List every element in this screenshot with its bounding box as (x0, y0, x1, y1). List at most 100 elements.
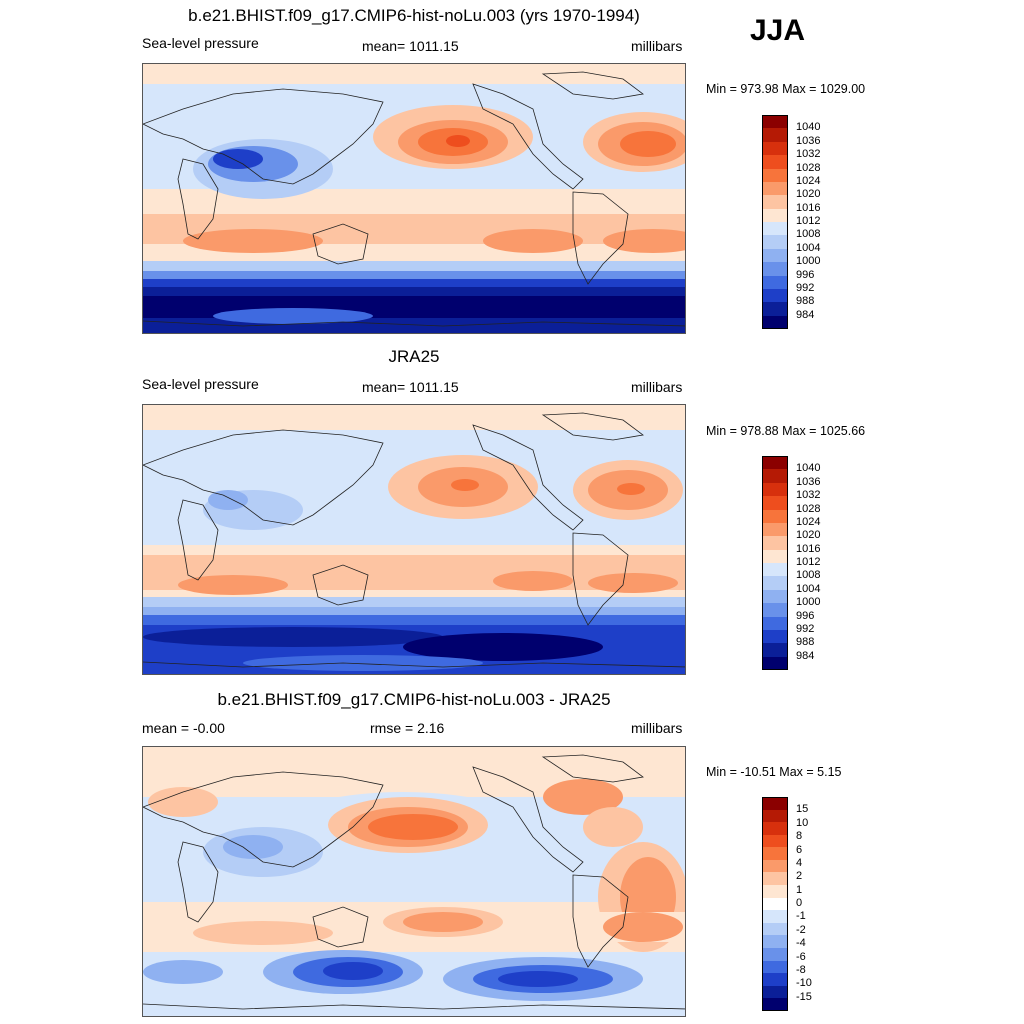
colorbar-swatch (762, 288, 788, 303)
colorbar-swatch (762, 302, 788, 316)
colorbar-swatch (762, 603, 788, 617)
colorbar-swatch (762, 656, 788, 670)
colorbar-tick-label: 1032 (796, 489, 821, 502)
colorbar-tick-label: 8 (796, 830, 803, 843)
colorbar-swatch (762, 195, 788, 209)
colorbar-tick-label: 1040 (796, 121, 821, 134)
panel-2-mean-label: mean= 1011.15 (362, 379, 459, 395)
colorbar-tick-label: 4 (796, 856, 803, 869)
colorbar-tick-label: -10 (796, 977, 812, 990)
colorbar-swatch (762, 482, 788, 497)
panel-3-map (142, 746, 686, 1017)
panel-1-map (142, 63, 686, 334)
colorbar-swatch (762, 859, 788, 873)
colorbar-swatch (762, 973, 788, 986)
colorbar-tick-label: -6 (796, 950, 806, 963)
panel-3-mean-label: mean = -0.00 (142, 720, 225, 736)
colorbar-tick-label: 1036 (796, 475, 821, 488)
colorbar-tick-label: 988 (796, 295, 815, 308)
colorbar-swatch (762, 822, 788, 835)
colorbar-tick-label: -1 (796, 910, 806, 923)
colorbar-tick-label: 1028 (796, 502, 821, 515)
colorbar-swatch (762, 629, 788, 644)
colorbar-swatch (762, 797, 788, 810)
colorbar-tick-label: 1040 (796, 462, 821, 475)
colorbar-swatch (762, 168, 788, 182)
colorbar-swatch (762, 262, 788, 276)
colorbar-tick-label: 1000 (796, 596, 821, 609)
colorbar-swatch (762, 235, 788, 249)
colorbar-swatch (762, 847, 788, 860)
colorbar-tick-label: 1024 (796, 174, 821, 187)
colorbar-swatch (762, 998, 788, 1011)
colorbar-swatch (762, 536, 788, 550)
colorbar-swatch (762, 563, 788, 577)
colorbar-swatch (762, 935, 788, 948)
colorbar-tick-label: 1024 (796, 515, 821, 528)
colorbar-tick-label: 1028 (796, 161, 821, 174)
colorbar-tick-label: 1008 (796, 569, 821, 582)
panel-2-variable-label: Sea-level pressure (142, 376, 259, 392)
colorbar-swatch (762, 589, 788, 604)
colorbar-swatch (762, 549, 788, 563)
colorbar-tick-label: 1008 (796, 228, 821, 241)
colorbar-tick-label: 15 (796, 803, 809, 816)
panel-2-colorbar (762, 456, 788, 670)
panel-3-rmse-label: rmse = 2.16 (370, 720, 445, 736)
colorbar-tick-label: 1012 (796, 556, 821, 568)
panel-1-mean-label: mean= 1011.15 (362, 38, 459, 54)
colorbar-swatch (762, 248, 788, 263)
colorbar-swatch (762, 872, 788, 886)
colorbar-tick-label: 1036 (796, 134, 821, 147)
colorbar-tick-label: 6 (796, 843, 803, 856)
colorbar-swatch (762, 155, 788, 169)
colorbar-swatch (762, 834, 788, 848)
colorbar-tick-label: -15 (796, 990, 812, 1003)
colorbar-tick-label: 992 (796, 622, 815, 635)
colorbar-swatch (762, 509, 788, 523)
colorbar-tick-label: 1020 (796, 188, 821, 201)
colorbar-tick-label: 996 (796, 268, 815, 281)
colorbar-swatch (762, 469, 788, 483)
panel-2-title: JRA25 (388, 347, 440, 366)
colorbar-tick-label: 1032 (796, 148, 821, 161)
colorbar-swatch (762, 141, 788, 156)
colorbar-tick-label: 0 (796, 897, 803, 909)
colorbar-tick-label: 996 (796, 609, 815, 622)
colorbar-tick-label: 992 (796, 281, 815, 294)
colorbar-swatch (762, 115, 788, 129)
panel-1-units-label: millibars (631, 38, 683, 54)
colorbar-tick-label: 1004 (796, 241, 821, 254)
panel-2-units-label: millibars (631, 379, 683, 395)
colorbar-swatch (762, 315, 788, 329)
colorbar-tick-label: 1004 (796, 582, 821, 595)
panel-3-title: b.e21.BHIST.f09_g17.CMIP6-hist-noLu.003 … (217, 690, 611, 709)
panel-3-colorbar (762, 797, 788, 1011)
panel-2-map (142, 404, 686, 675)
colorbar-swatch (762, 616, 788, 630)
colorbar-swatch (762, 643, 788, 657)
colorbar-swatch (762, 275, 788, 289)
colorbar-swatch (762, 181, 788, 196)
colorbar-tick-label: -2 (796, 923, 806, 936)
colorbar-tick-label: 10 (796, 816, 809, 829)
colorbar-swatch (762, 897, 788, 911)
panel-1-variable-label: Sea-level pressure (142, 35, 259, 51)
colorbar-tick-label: 988 (796, 636, 815, 649)
panel-2-minmax: Min = 978.88 Max = 1025.66 (706, 424, 866, 438)
colorbar-tick-label: 984 (796, 649, 815, 662)
season-label: JJA (750, 14, 806, 47)
colorbar-swatch (762, 496, 788, 510)
colorbar-swatch (762, 456, 788, 470)
colorbar-swatch (762, 922, 788, 936)
colorbar-tick-label: -8 (796, 963, 806, 976)
colorbar-tick-label: 1020 (796, 529, 821, 542)
colorbar-swatch (762, 576, 788, 590)
colorbar-tick-label: 1016 (796, 542, 821, 555)
colorbar-tick-label: 1000 (796, 255, 821, 268)
colorbar-tick-label: -4 (796, 937, 806, 950)
colorbar-swatch (762, 208, 788, 222)
colorbar-swatch (762, 885, 788, 898)
colorbar-tick-label: 2 (796, 870, 803, 883)
panel-1-title: b.e21.BHIST.f09_g17.CMIP6-hist-noLu.003 … (188, 6, 640, 25)
